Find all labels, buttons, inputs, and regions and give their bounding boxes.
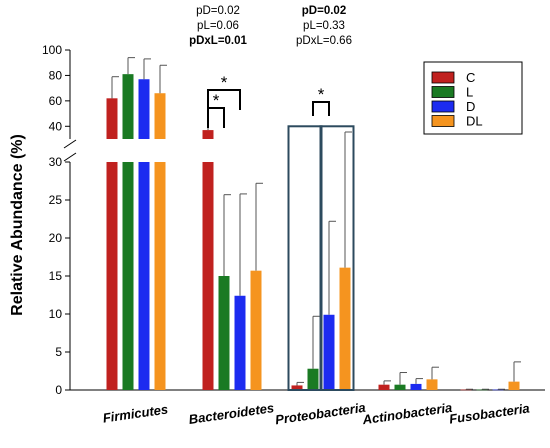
bar-upper-L-firmicutes: [122, 74, 134, 139]
significance-bracket: [312, 101, 330, 116]
y-tick-label: 0: [55, 383, 62, 397]
stat-label: pD=0.02: [302, 5, 346, 17]
y-tick-label: 15: [49, 269, 63, 283]
legend-label-dl: DL: [466, 114, 483, 129]
significance-bracket: [207, 89, 241, 110]
x-tick-label: Fusobacteria: [448, 400, 530, 426]
bar-L-bacteroidetes: [218, 276, 230, 390]
y-tick-label: 30: [49, 155, 63, 169]
x-tick-label: Proteobacteria: [274, 400, 366, 428]
stat-label: pL=0.06: [197, 20, 239, 32]
legend-swatch-c: [431, 71, 455, 84]
bar-C-proteobacteria: [291, 385, 303, 390]
y-axis-label: Relative Abundance (%): [9, 134, 26, 316]
bar-D-bacteroidetes: [234, 295, 246, 390]
y-tick-label: 60: [49, 94, 63, 108]
stat-label: pDxL=0.01: [189, 35, 247, 47]
bar-DL-fusobacteria: [508, 381, 520, 390]
error-bars-layer: [111, 57, 521, 390]
bar-C-bacteroidetes: [202, 162, 214, 390]
bar-D-firmicutes: [138, 162, 150, 390]
legend-swatch-d: [431, 100, 455, 113]
bar-L-proteobacteria: [307, 368, 319, 390]
significance-star: *: [318, 85, 325, 104]
bar-L-actinobacteria: [394, 384, 406, 390]
y-tick-label: 5: [55, 345, 62, 359]
highlight-box: [319, 125, 355, 392]
legend-label-c: C: [466, 70, 475, 85]
legend-label-d: D: [466, 99, 475, 114]
legend-swatch-l: [431, 86, 455, 98]
bar-L-firmicutes: [122, 162, 134, 390]
legend-label-l: L: [466, 85, 473, 100]
bar-DL-actinobacteria: [426, 379, 438, 390]
significance-star: *: [221, 73, 228, 92]
bar-upper-C-bacteroidetes: [202, 130, 214, 139]
legend-swatch-dl: [431, 115, 455, 127]
bar-C-actinobacteria: [378, 384, 390, 390]
bars-layer: [106, 74, 520, 391]
x-tick-label: Bacteroidetes: [188, 400, 275, 427]
y-tick-label: 25: [49, 193, 63, 207]
bar-DL-bacteroidetes: [250, 270, 262, 390]
y-tick-label: 80: [49, 68, 63, 82]
x-tick-label: Firmicutes: [102, 402, 169, 426]
bar-DL-firmicutes: [154, 162, 166, 390]
bar-upper-C-firmicutes: [106, 98, 118, 139]
bar-C-fusobacteria: [460, 389, 472, 391]
bar-upper-DL-firmicutes: [154, 93, 166, 139]
stat-label: pDxL=0.66: [296, 35, 352, 47]
bar-DL-proteobacteria: [339, 267, 351, 390]
axis-break-mark: [63, 139, 77, 149]
y-tick-label: 10: [49, 307, 63, 321]
y-tick-label: 100: [42, 43, 62, 57]
stat-label: pL=0.33: [303, 20, 345, 32]
annotations-layer: ***pD=0.02pL=0.06pDxL=0.01pD=0.02pL=0.33…: [189, 5, 355, 392]
stat-label: pD=0.02: [196, 5, 240, 17]
bar-C-firmicutes: [106, 162, 118, 390]
y-tick-label: 40: [49, 119, 63, 133]
x-tick-label: Actinobacteria: [361, 400, 454, 428]
bar-D-actinobacteria: [410, 383, 422, 390]
axis-break-mark: [63, 152, 77, 162]
bar-L-fusobacteria: [476, 389, 488, 391]
bar-D-fusobacteria: [492, 389, 504, 391]
y-tick-label: 20: [49, 231, 63, 245]
highlight-box: [287, 125, 323, 392]
significance-star: *: [213, 91, 220, 110]
bar-upper-D-firmicutes: [138, 79, 150, 139]
significance-bracket: [207, 107, 225, 128]
bar-D-proteobacteria: [323, 314, 335, 390]
